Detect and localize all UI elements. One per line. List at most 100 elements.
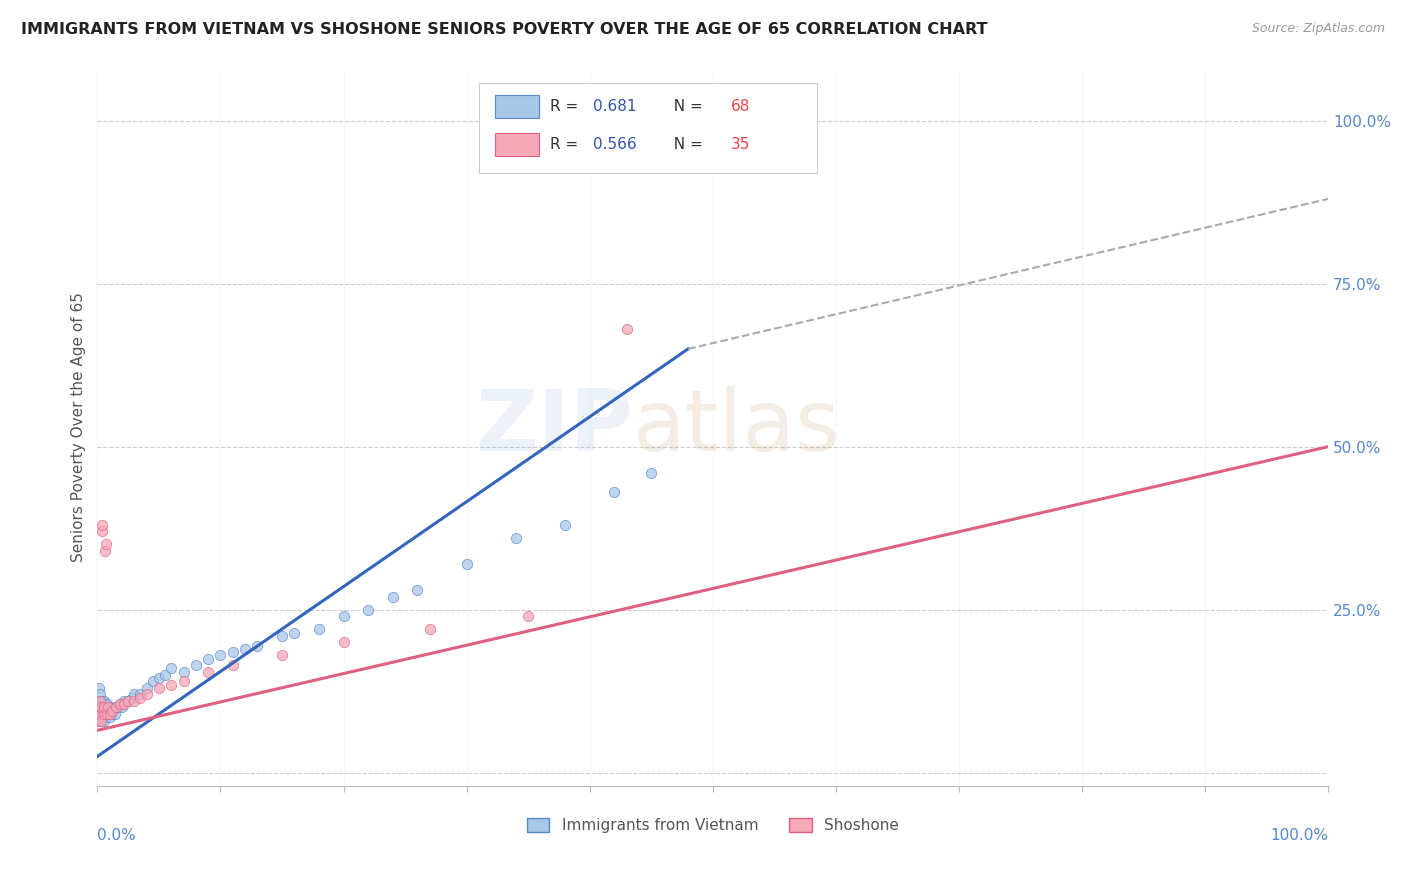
- Text: N =: N =: [664, 99, 707, 114]
- Text: Source: ZipAtlas.com: Source: ZipAtlas.com: [1251, 22, 1385, 36]
- Point: [117, 694, 139, 708]
- Point: [93, 704, 115, 718]
- Point: [246, 639, 269, 653]
- Point: [184, 658, 207, 673]
- Text: 35: 35: [731, 137, 751, 152]
- Point: [640, 466, 662, 480]
- Point: [160, 678, 183, 692]
- Point: [89, 688, 111, 702]
- Point: [505, 531, 527, 545]
- Point: [91, 524, 114, 539]
- Text: ZIP: ZIP: [475, 385, 633, 468]
- Point: [93, 694, 115, 708]
- Point: [87, 706, 110, 721]
- Point: [87, 681, 110, 695]
- Point: [89, 694, 111, 708]
- Point: [107, 700, 129, 714]
- Point: [406, 583, 429, 598]
- Point: [91, 704, 114, 718]
- Point: [124, 694, 146, 708]
- Point: [96, 706, 118, 721]
- Point: [148, 681, 170, 695]
- Point: [98, 706, 121, 721]
- Text: 68: 68: [731, 99, 751, 114]
- Point: [135, 688, 157, 702]
- Point: [89, 706, 111, 721]
- Point: [93, 544, 115, 558]
- Point: [108, 697, 131, 711]
- Point: [101, 704, 124, 718]
- Point: [103, 704, 125, 718]
- Point: [89, 700, 111, 714]
- Point: [173, 665, 195, 679]
- Point: [111, 700, 134, 714]
- Point: [456, 557, 478, 571]
- Point: [93, 700, 115, 714]
- Text: 0.681: 0.681: [593, 99, 637, 114]
- Point: [209, 648, 232, 663]
- Point: [357, 603, 380, 617]
- Point: [94, 700, 117, 714]
- FancyBboxPatch shape: [495, 95, 540, 118]
- Point: [96, 697, 118, 711]
- Point: [135, 681, 157, 695]
- Point: [91, 517, 114, 532]
- Point: [100, 706, 122, 721]
- Point: [197, 665, 219, 679]
- Point: [222, 658, 245, 673]
- Point: [98, 710, 121, 724]
- Point: [117, 694, 139, 708]
- Point: [94, 710, 117, 724]
- Point: [283, 625, 305, 640]
- Point: [90, 706, 112, 721]
- Point: [97, 704, 120, 718]
- Point: [381, 590, 404, 604]
- Point: [97, 700, 120, 714]
- Point: [148, 671, 170, 685]
- Text: R =: R =: [550, 99, 583, 114]
- Point: [173, 674, 195, 689]
- Point: [93, 706, 115, 721]
- Point: [332, 635, 354, 649]
- Point: [93, 700, 115, 714]
- Text: N =: N =: [664, 137, 707, 152]
- Point: [652, 113, 675, 128]
- Text: R =: R =: [550, 137, 583, 152]
- Text: 0.566: 0.566: [593, 137, 637, 152]
- Point: [89, 700, 111, 714]
- Point: [90, 714, 112, 728]
- Point: [87, 714, 110, 728]
- Point: [94, 537, 117, 551]
- Point: [89, 694, 111, 708]
- FancyBboxPatch shape: [479, 83, 817, 172]
- Point: [96, 706, 118, 721]
- Point: [93, 714, 115, 728]
- Point: [153, 668, 176, 682]
- Point: [603, 485, 626, 500]
- Point: [90, 700, 112, 714]
- Legend: Immigrants from Vietnam, Shoshone: Immigrants from Vietnam, Shoshone: [520, 812, 905, 839]
- Point: [91, 710, 114, 724]
- Point: [271, 629, 294, 643]
- Point: [101, 704, 124, 718]
- Point: [142, 674, 165, 689]
- Point: [271, 648, 294, 663]
- Point: [104, 700, 127, 714]
- Y-axis label: Seniors Poverty Over the Age of 65: Seniors Poverty Over the Age of 65: [72, 293, 86, 562]
- Point: [517, 609, 540, 624]
- Point: [616, 322, 638, 336]
- Text: IMMIGRANTS FROM VIETNAM VS SHOSHONE SENIORS POVERTY OVER THE AGE OF 65 CORRELATI: IMMIGRANTS FROM VIETNAM VS SHOSHONE SENI…: [21, 22, 987, 37]
- Point: [121, 690, 143, 705]
- Point: [91, 694, 114, 708]
- Point: [90, 694, 112, 708]
- FancyBboxPatch shape: [495, 133, 540, 156]
- Point: [87, 714, 110, 728]
- Point: [197, 651, 219, 665]
- Point: [87, 700, 110, 714]
- Point: [104, 700, 127, 714]
- Point: [112, 697, 135, 711]
- Point: [129, 690, 152, 705]
- Point: [554, 517, 576, 532]
- Point: [124, 688, 146, 702]
- Text: 0.0%: 0.0%: [97, 828, 136, 843]
